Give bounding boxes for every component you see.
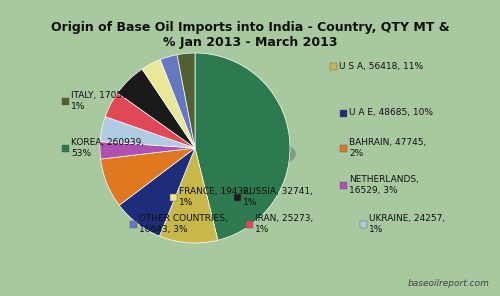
Text: FRANCE, 19432,
1%: FRANCE, 19432, 1% [179, 187, 252, 207]
Wedge shape [119, 148, 195, 236]
Wedge shape [118, 69, 195, 148]
Bar [62, 97, 69, 104]
Bar [360, 221, 367, 228]
Text: KOREA, 260939,
53%: KOREA, 260939, 53% [71, 138, 144, 158]
Wedge shape [100, 142, 195, 159]
Text: U S A, 56418, 11%: U S A, 56418, 11% [339, 62, 423, 70]
Wedge shape [142, 59, 195, 148]
Wedge shape [160, 55, 195, 148]
Ellipse shape [102, 130, 296, 178]
Wedge shape [177, 53, 195, 148]
Wedge shape [160, 148, 218, 243]
Wedge shape [100, 148, 195, 205]
Bar [130, 221, 137, 228]
Bar [340, 144, 347, 152]
Text: U A E, 48685, 10%: U A E, 48685, 10% [349, 109, 433, 118]
Text: IRAN, 25273,
1%: IRAN, 25273, 1% [255, 214, 313, 234]
Bar [246, 221, 253, 228]
Text: BAHRAIN, 47745,
2%: BAHRAIN, 47745, 2% [349, 138, 426, 158]
Text: RUSSIA, 32741,
1%: RUSSIA, 32741, 1% [243, 187, 313, 207]
Bar [340, 181, 347, 189]
Wedge shape [106, 93, 195, 148]
Text: Origin of Base Oil Imports into India - Country, QTY MT &
% Jan 2013 - March 201: Origin of Base Oil Imports into India - … [50, 21, 450, 49]
Wedge shape [195, 53, 290, 240]
Text: ITALY, 17058,
1%: ITALY, 17058, 1% [71, 91, 130, 111]
Bar [330, 62, 337, 70]
Text: NETHERLANDS,
16529, 3%: NETHERLANDS, 16529, 3% [349, 175, 419, 195]
Bar [170, 194, 177, 200]
Bar [340, 110, 347, 117]
Bar [234, 194, 241, 200]
Text: baseoilreport.com: baseoilreport.com [408, 279, 490, 288]
Bar [62, 144, 69, 152]
Wedge shape [100, 117, 195, 148]
Text: OTHER COUNTRIES,
16643, 3%: OTHER COUNTRIES, 16643, 3% [139, 214, 228, 234]
Text: UKRAINE, 24257,
1%: UKRAINE, 24257, 1% [369, 214, 445, 234]
